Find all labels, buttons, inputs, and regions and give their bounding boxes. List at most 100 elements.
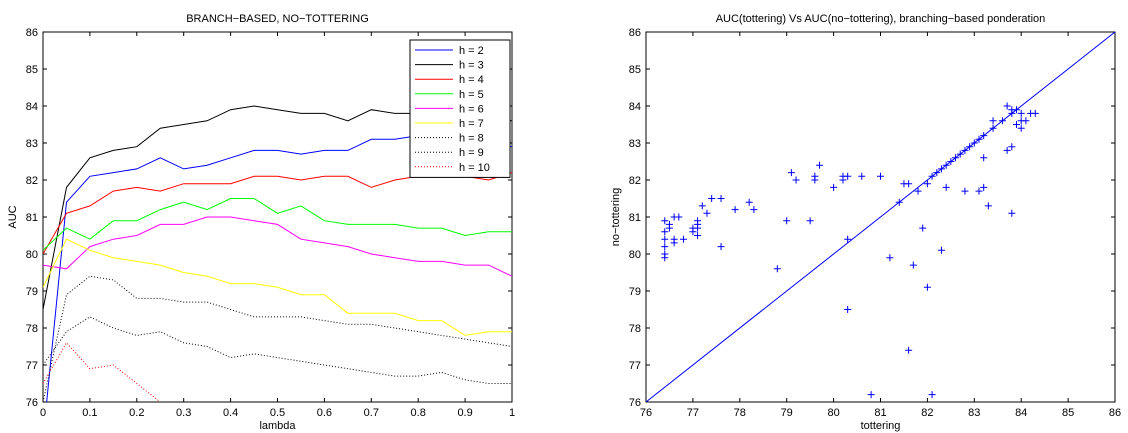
y-tick-label: 83 xyxy=(629,138,641,150)
x-tick-label: 79 xyxy=(781,407,793,419)
scatter-point xyxy=(773,265,781,273)
chart-2: 76 77 78 79 80 81 82 83 84 85 86 76 77 78 79 80 81 82 83 84… xyxy=(610,13,1121,432)
scatter-point xyxy=(703,209,711,217)
y-tick-label: 76 xyxy=(629,397,641,409)
x-tick-label: 84 xyxy=(1015,407,1027,419)
scatter-point xyxy=(914,187,922,195)
scatter-point xyxy=(919,224,927,232)
legend-label-1: h = 2 xyxy=(459,45,484,57)
scatter-point xyxy=(942,183,950,191)
scatter-point xyxy=(867,391,875,399)
scatter-point xyxy=(961,187,969,195)
series-line-6 xyxy=(43,238,512,336)
plot-area xyxy=(646,32,1115,402)
scatter-point xyxy=(694,232,702,239)
series-line-5 xyxy=(43,216,512,277)
y-tick-label: 81 xyxy=(629,212,641,224)
x-tick-label: 0.8 xyxy=(411,407,426,419)
x-tick-label: 76 xyxy=(640,407,652,419)
y-tick-label: 79 xyxy=(26,286,38,298)
scatter-point xyxy=(750,206,758,214)
y-tick-label: 78 xyxy=(26,323,38,335)
scatter-point xyxy=(1008,143,1016,151)
reference-line xyxy=(646,32,1115,402)
scatter-point xyxy=(980,132,988,140)
series-line-8 xyxy=(43,316,512,384)
scatter-point xyxy=(886,254,894,262)
scatter-point xyxy=(947,158,955,165)
legend-label-3: h = 4 xyxy=(459,74,484,86)
x-tick-label: 77 xyxy=(687,407,699,419)
scatter-point xyxy=(989,124,997,132)
y-tick-label: 82 xyxy=(629,175,641,187)
legend-label-8: h = 9 xyxy=(459,147,484,159)
x-axis-label: tottering xyxy=(861,420,901,432)
x-axis-label: lambda xyxy=(259,420,296,432)
scatter-point xyxy=(905,346,913,354)
x-tick-label: 0.7 xyxy=(364,407,379,419)
scatter-point xyxy=(811,176,819,184)
scatter-point xyxy=(937,246,945,254)
scatter-point xyxy=(923,283,931,291)
scatter-point xyxy=(708,195,716,202)
scatter-point xyxy=(928,391,936,399)
scatter-point xyxy=(787,169,795,177)
scatter-point xyxy=(1017,109,1025,117)
scatter-point xyxy=(844,306,852,313)
y-tick-label: 77 xyxy=(26,360,38,372)
y-tick-label: 83 xyxy=(26,138,38,150)
scatter-point xyxy=(966,143,974,151)
y-tick-label: 86 xyxy=(26,27,38,39)
legend-label-5: h = 6 xyxy=(459,103,484,115)
scatter-point xyxy=(1022,117,1030,125)
x-tick-label: 78 xyxy=(734,407,746,419)
scatter-point xyxy=(745,198,753,206)
y-tick-label: 79 xyxy=(629,286,641,298)
scatter-point xyxy=(942,161,950,169)
scatter-point xyxy=(661,228,669,236)
x-tick-label: 0.4 xyxy=(223,407,238,419)
scatter-point xyxy=(670,239,678,247)
scatter-point xyxy=(661,217,669,225)
scatter-point xyxy=(928,172,936,180)
scatter-point xyxy=(1031,109,1039,117)
y-tick-label: 82 xyxy=(26,175,38,187)
x-tick-label: 0.5 xyxy=(270,407,285,419)
scatter-point xyxy=(806,217,814,225)
chart-1: 0 0.1 0.2 0.3 0.4 0.5 0.6 0.7 0.8 0.9 1 76 77 78 79 80 8… xyxy=(7,13,515,432)
scatter-point xyxy=(1013,106,1021,114)
scatter-point xyxy=(923,180,931,188)
scatter-point xyxy=(694,224,702,232)
series-line-7 xyxy=(43,275,512,402)
y-tick-label: 85 xyxy=(26,64,38,76)
scatter-point xyxy=(717,243,725,251)
y-tick-label: 84 xyxy=(26,101,38,113)
x-tick-label: 82 xyxy=(921,407,933,419)
y-tick-label: 80 xyxy=(629,249,641,261)
y-tick-label: 76 xyxy=(26,397,38,409)
scatter-point xyxy=(1017,124,1025,132)
y-tick-label: 77 xyxy=(629,360,641,372)
scatter-point xyxy=(905,180,913,188)
scatter-point xyxy=(661,243,669,251)
y-tick-label: 78 xyxy=(629,323,641,335)
scatter-point xyxy=(909,261,917,269)
chart-title: BRANCH−BASED, NO−TOTTERING xyxy=(186,13,369,25)
scatter-point xyxy=(665,224,673,232)
scatter-point xyxy=(1013,121,1021,128)
legend-label-6: h = 7 xyxy=(459,118,484,130)
legend-label-9: h = 10 xyxy=(459,162,490,174)
legend-label-7: h = 8 xyxy=(459,133,484,145)
y-tick-label: 84 xyxy=(629,101,641,113)
x-tick-label: 81 xyxy=(874,407,886,419)
x-tick-label: 0.1 xyxy=(82,407,97,419)
x-tick-label: 0.9 xyxy=(457,407,472,419)
scatter-point xyxy=(661,235,669,243)
scatter-point xyxy=(984,202,992,210)
scatter-point xyxy=(680,235,688,243)
scatter-point xyxy=(970,139,978,147)
scatter-point xyxy=(961,146,969,154)
scatter-point xyxy=(975,187,983,195)
